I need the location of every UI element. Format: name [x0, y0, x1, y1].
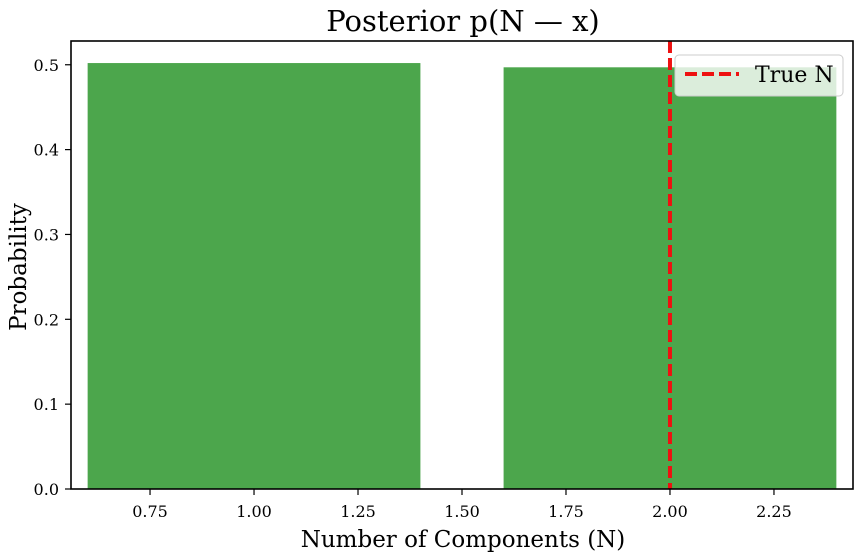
y-tick-label: 0.0	[34, 480, 59, 499]
x-tick-label: 1.25	[340, 502, 376, 521]
y-tick-label: 0.1	[34, 395, 59, 414]
x-tick-label: 1.75	[548, 502, 584, 521]
bars-group	[87, 63, 837, 489]
y-axis-label: Probability	[6, 203, 32, 331]
chart-title: Posterior p(N — x)	[326, 4, 600, 38]
y-tick-label: 0.4	[34, 141, 59, 160]
y-ticks-group: 0.0 0.1 0.2 0.3 0.4 0.5	[34, 56, 71, 499]
y-tick-label: 0.5	[34, 56, 59, 75]
y-tick-label: 0.3	[34, 225, 59, 244]
x-axis-label: Number of Components (N)	[301, 527, 626, 553]
plot-frame	[70, 40, 854, 490]
y-tick-label: 0.2	[34, 310, 59, 329]
x-tick-label: 1.00	[236, 502, 272, 521]
x-tick-label: 2.25	[756, 502, 792, 521]
bar-n-1	[87, 63, 421, 489]
x-ticks-group: 0.75 1.00 1.25 1.50 1.75 2.00 2.25	[132, 489, 792, 521]
x-tick-label: 0.75	[132, 502, 168, 521]
legend-label-true-n: True N	[755, 63, 834, 88]
x-tick-label: 1.50	[444, 502, 480, 521]
legend-box	[674, 54, 844, 97]
x-tick-label: 2.00	[652, 502, 688, 521]
legend: True N	[674, 54, 844, 97]
